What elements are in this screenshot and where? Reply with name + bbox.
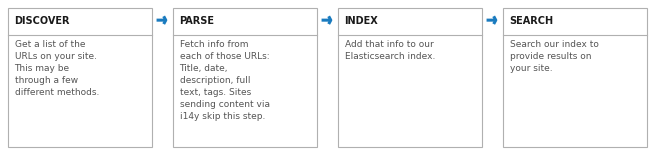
Text: Fetch info from
each of those URLs:
Title, date,
description, full
text, tags. S: Fetch info from each of those URLs: Titl… xyxy=(180,40,269,121)
Text: Get a list of the
URLs on your site.
This may be
through a few
different methods: Get a list of the URLs on your site. Thi… xyxy=(15,40,99,97)
Text: INDEX: INDEX xyxy=(345,16,378,26)
Bar xyxy=(8,8,152,147)
Bar xyxy=(173,8,317,147)
Bar xyxy=(503,8,647,147)
Text: PARSE: PARSE xyxy=(180,16,214,26)
Text: SEARCH: SEARCH xyxy=(510,16,554,26)
Text: Add that info to our
Elasticsearch index.: Add that info to our Elasticsearch index… xyxy=(345,40,435,61)
Text: Search our index to
provide results on
your site.: Search our index to provide results on y… xyxy=(510,40,599,73)
Bar xyxy=(338,8,482,147)
Text: DISCOVER: DISCOVER xyxy=(15,16,70,26)
